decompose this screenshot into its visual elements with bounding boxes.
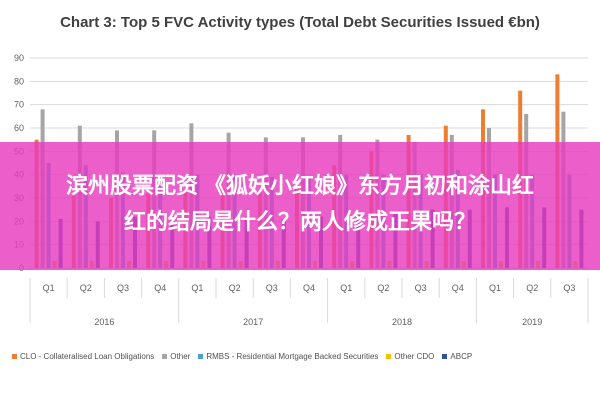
- x-tick-label: Q3: [415, 283, 427, 293]
- x-tick-label: Q4: [303, 283, 315, 293]
- x-tick-label: Q4: [154, 283, 166, 293]
- legend-item: Other CDO: [386, 352, 434, 361]
- legend-item: Other: [162, 352, 190, 361]
- x-tick-label: Q2: [229, 283, 241, 293]
- y-tick-label: 70: [14, 100, 24, 110]
- legend-item: RMBS - Residential Mortgage Backed Secur…: [198, 352, 378, 361]
- legend-item: CLO - Collateralised Loan Obligations: [12, 352, 154, 361]
- chart-title: Chart 3: Top 5 FVC Activity types (Total…: [60, 14, 540, 31]
- legend-swatch: [386, 354, 392, 359]
- legend-item: ABCP: [442, 352, 472, 361]
- overlay-headline-line-1: 滨州股票配资 《狐妖小红娘》东方月初和涂山红: [65, 173, 535, 198]
- x-tick-label: Q1: [43, 283, 55, 293]
- x-tick-label: Q1: [340, 283, 352, 293]
- legend-swatch: [162, 354, 168, 359]
- y-tick-label: 90: [14, 53, 24, 63]
- y-tick-label: 80: [14, 76, 24, 86]
- x-tick-label: Q3: [117, 283, 129, 293]
- year-label: 2017: [243, 317, 263, 327]
- overlay-headline-line-2: 红的结局是什么？两人修成正果吗？: [123, 209, 476, 234]
- x-tick-label: Q1: [191, 283, 203, 293]
- legend-label: ABCP: [450, 352, 473, 361]
- year-label: 2018: [392, 317, 412, 327]
- x-tick-label: Q2: [80, 283, 92, 293]
- y-tick-label: 60: [14, 123, 24, 133]
- year-label: 2016: [94, 317, 114, 327]
- x-tick-label: Q2: [526, 283, 538, 293]
- overlay-banner: 滨州股票配资 《狐妖小红娘》东方月初和涂山红 红的结局是什么？两人修成正果吗？: [0, 142, 600, 270]
- x-tick-label: Q3: [266, 283, 278, 293]
- legend-label: Other CDO: [394, 352, 435, 361]
- x-tick-label: Q3: [563, 283, 575, 293]
- legend-swatch: [12, 354, 17, 359]
- legend-swatch: [198, 354, 204, 359]
- x-tick-label: Q2: [377, 283, 389, 293]
- year-label: 2019: [522, 317, 542, 327]
- legend-label: RMBS - Residential Mortgage Backed Secur…: [206, 352, 379, 361]
- x-tick-label: Q1: [489, 283, 501, 293]
- legend-swatch: [442, 354, 448, 359]
- x-tick-label: Q4: [452, 283, 464, 293]
- legend-label: Other: [170, 352, 191, 361]
- legend: CLO - Collateralised Loan Obligations Oth…: [12, 352, 600, 361]
- legend-label: CLO - Collateralised Loan Obligations: [20, 352, 155, 361]
